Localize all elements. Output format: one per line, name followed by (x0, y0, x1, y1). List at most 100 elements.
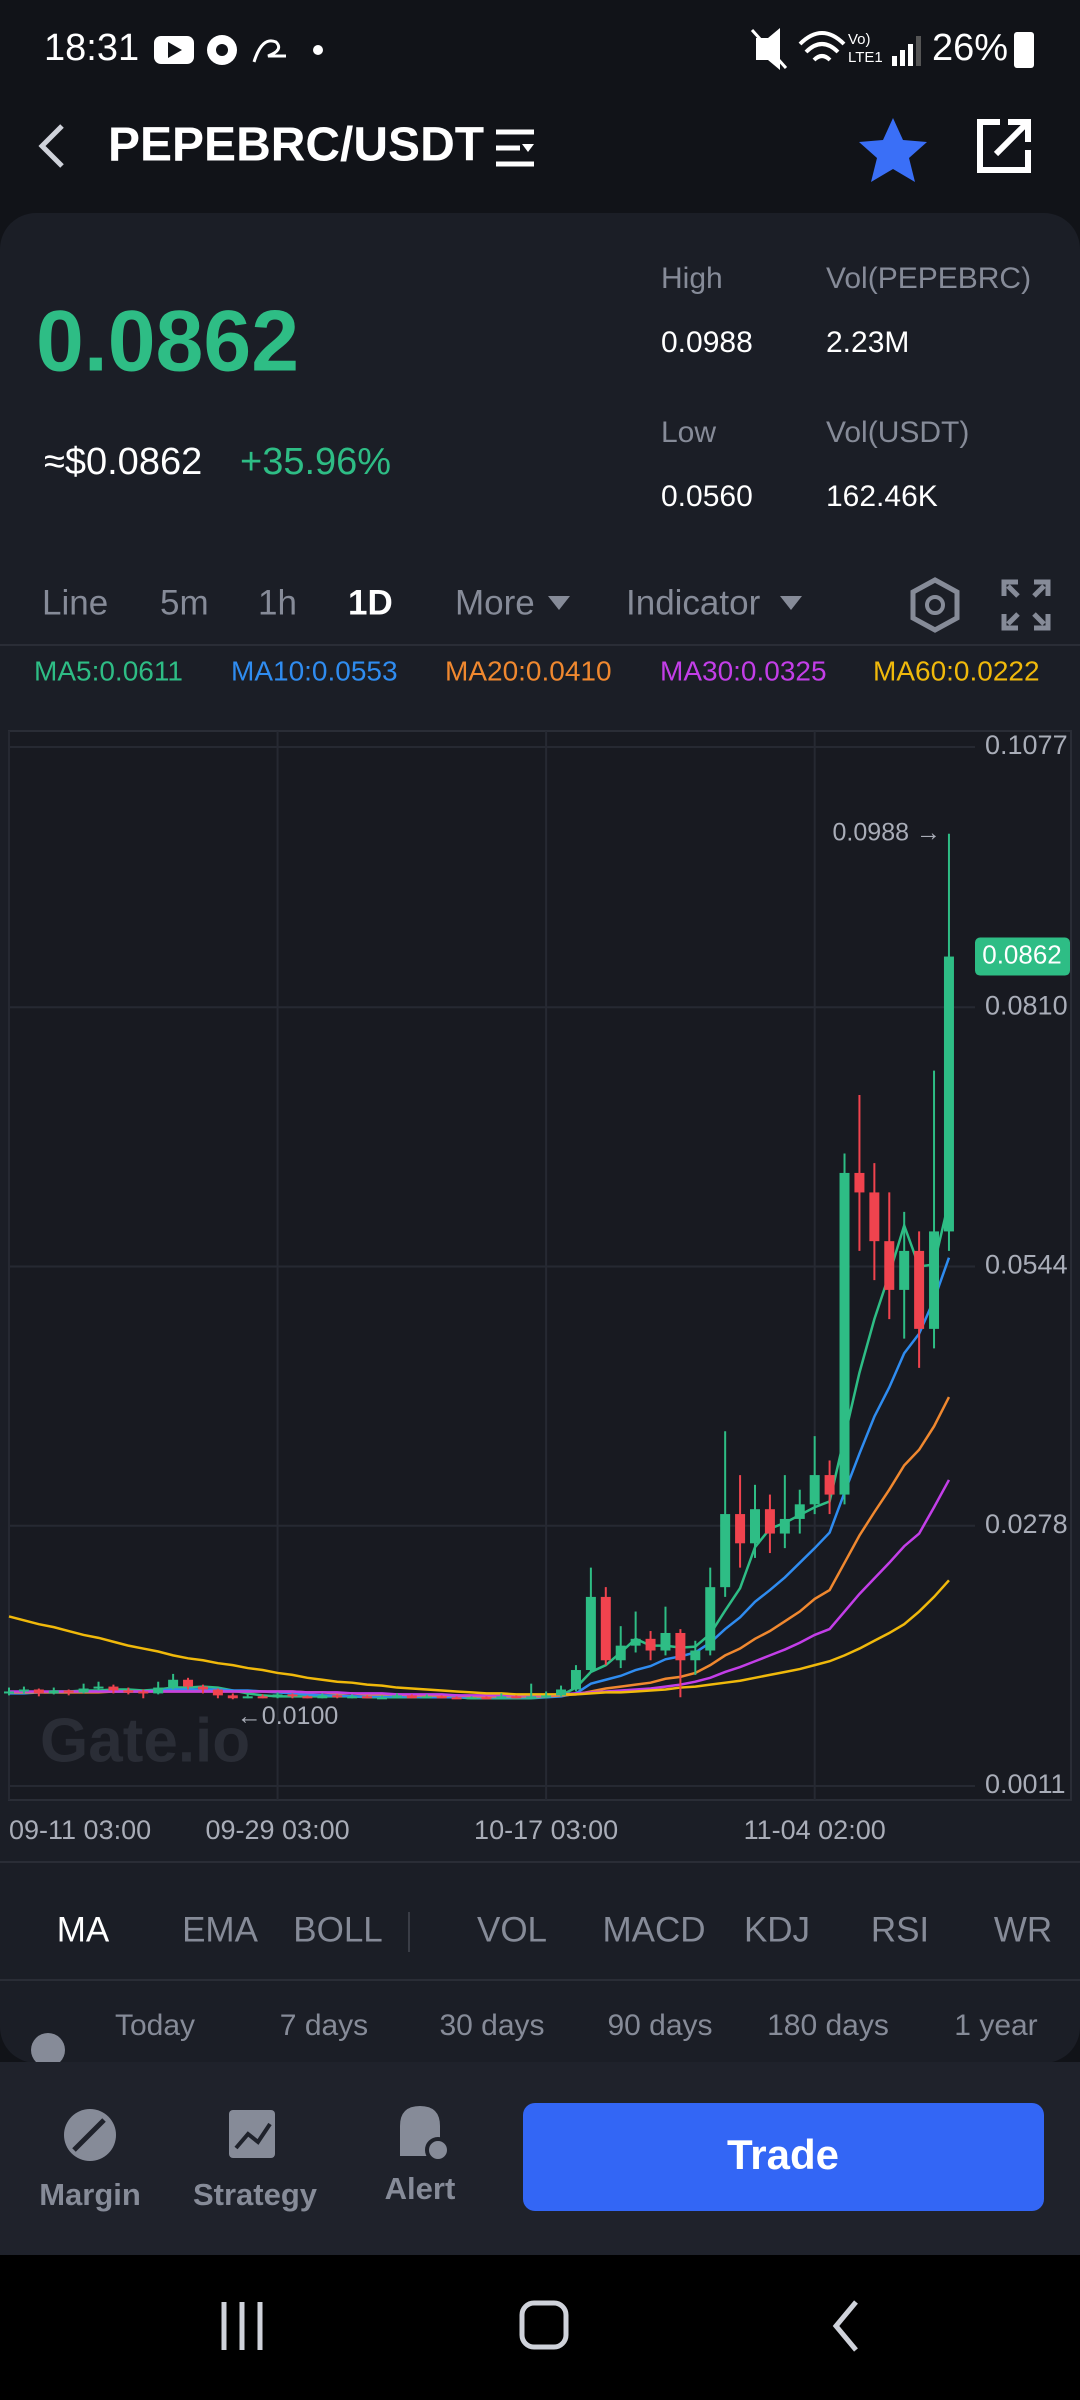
candle-body (735, 1514, 746, 1544)
settings-icon[interactable] (910, 577, 960, 633)
ma-line (9, 1479, 951, 1697)
candle-body (302, 1696, 313, 1699)
period[interactable]: 180 days (767, 2009, 889, 2042)
favorite-star[interactable] (859, 118, 927, 182)
indicator-tab-active[interactable]: MA (57, 1910, 110, 1949)
status-icons-left (154, 35, 323, 65)
info-icon[interactable] (31, 2033, 65, 2067)
margin-button[interactable]: Margin (39, 2109, 141, 2212)
candle-body (317, 1695, 328, 1699)
alert-label: Alert (385, 2171, 456, 2206)
candle-body (809, 1475, 820, 1505)
candle-body (496, 1696, 507, 1699)
candle-body (332, 1695, 343, 1698)
candle-body (764, 1509, 775, 1534)
candle-body (257, 1696, 268, 1699)
last-price-label: 0.0862 (982, 939, 1062, 969)
interval-tab[interactable]: 1h (258, 583, 297, 622)
candle-body (197, 1686, 208, 1690)
strategy-button[interactable]: Strategy (193, 2110, 318, 2212)
period[interactable]: 1 year (954, 2009, 1037, 2042)
candle-body (391, 1695, 402, 1698)
period[interactable]: 7 days (280, 2009, 368, 2042)
candle-body (108, 1686, 119, 1691)
candle-body (824, 1475, 835, 1495)
y-tick-label: 0.1077 (985, 730, 1068, 760)
candle-body (630, 1638, 641, 1646)
interval-tab[interactable]: More (455, 583, 535, 622)
indicator-tab[interactable]: WR (994, 1910, 1052, 1949)
candle-body (287, 1694, 298, 1697)
legend-entry: MA20:0.0410 (445, 655, 612, 686)
candle-body (899, 1250, 910, 1290)
fullscreen-icon[interactable] (1001, 579, 1051, 631)
candle-body (556, 1689, 567, 1696)
nav-home[interactable] (519, 2300, 569, 2350)
legend-entry: MA5:0.0611 (34, 655, 183, 686)
interval-tab[interactable]: Indicator (626, 583, 761, 622)
candle-body (943, 956, 954, 1232)
candle-body (18, 1689, 29, 1692)
status-icons-right: Vo)LTE1 (750, 28, 1034, 70)
back-button[interactable] (38, 124, 64, 168)
candle-body (660, 1632, 671, 1651)
x-tick-label: 09-11 03:00 (9, 1815, 151, 1845)
period[interactable]: 90 days (607, 2009, 712, 2042)
stat-value: 0.0560 (661, 480, 753, 513)
indicator-tab[interactable]: RSI (871, 1910, 929, 1949)
indicator-tab[interactable]: BOLL (293, 1910, 383, 1949)
candle-body (839, 1172, 850, 1495)
candle-body (138, 1691, 149, 1694)
candle-body (153, 1687, 164, 1694)
candlestick-chart: Gate.io 0.1077 0.0810 0.0544 0.0278 0.0011 0.0… (4, 730, 1072, 1801)
candle-body (212, 1689, 223, 1696)
candle-body (541, 1695, 552, 1698)
nav-recents[interactable] (221, 2302, 263, 2350)
share-button[interactable] (977, 119, 1031, 173)
y-tick-label: 0.0278 (985, 1509, 1068, 1539)
interval-tab[interactable]: Line (42, 583, 108, 622)
candle-body (779, 1518, 790, 1534)
x-tick-label: 11-04 02:00 (744, 1815, 886, 1845)
candle-body (526, 1696, 537, 1699)
last-price: 0.0862 (36, 294, 299, 390)
candle-body (794, 1504, 805, 1519)
stat-value: 2.23M (826, 326, 909, 359)
period[interactable]: 30 days (439, 2009, 544, 2042)
candle-body (362, 1696, 373, 1699)
interval-tab[interactable]: 5m (160, 583, 209, 622)
legend: MA5:0.0611 MA10:0.0553 MA20:0.0410 MA30:0.0… (34, 655, 1040, 686)
last-price-tag (975, 937, 1070, 976)
candle-body (168, 1679, 179, 1688)
indicator-tab[interactable]: KDJ (744, 1910, 810, 1949)
nav-back[interactable] (832, 2300, 858, 2352)
pair-title[interactable]: PEPEBRC/USDT (108, 119, 484, 172)
indicator-tab[interactable]: VOL (477, 1910, 547, 1949)
candle-body (750, 1509, 760, 1544)
candle-body (854, 1172, 865, 1193)
pair-menu-icon[interactable] (496, 129, 534, 167)
status-battery: 26% (932, 27, 1008, 69)
interval-tab-active[interactable]: 1D (348, 583, 393, 622)
candle-body (929, 1231, 940, 1329)
candle-body (720, 1514, 731, 1588)
indicator-tab[interactable]: EMA (182, 1910, 259, 1949)
watermark: Gate.io (40, 1706, 250, 1775)
candle-body (600, 1596, 611, 1661)
alert-button[interactable]: Alert (385, 2106, 456, 2206)
legend-entry: MA10:0.0553 (231, 655, 398, 686)
svg-text:LTE1: LTE1 (848, 49, 883, 66)
candle-body (421, 1696, 432, 1699)
candle-body (272, 1694, 283, 1698)
candle-body (4, 1691, 14, 1694)
candle-body (436, 1696, 447, 1699)
legend-entry: MA30:0.0325 (660, 655, 827, 686)
period[interactable]: Today (115, 2009, 195, 2042)
candle-body (585, 1596, 596, 1671)
candle-body (884, 1241, 895, 1290)
high-label: 0.0988 → (833, 818, 941, 846)
candle-body (466, 1697, 477, 1700)
trade-button[interactable] (523, 2103, 1044, 2211)
indicator-tab[interactable]: MACD (602, 1910, 705, 1949)
